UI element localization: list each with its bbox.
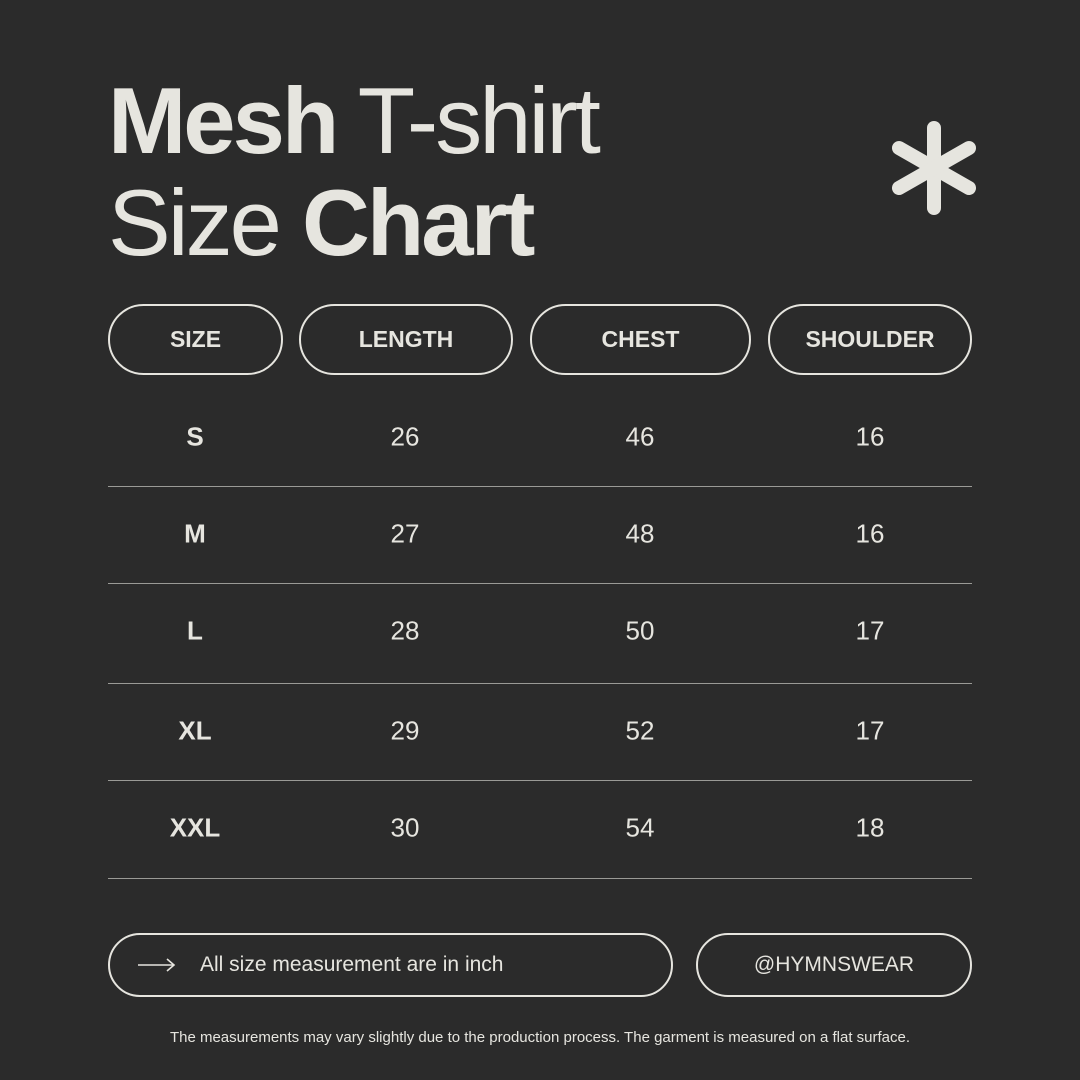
chest-cell: 52 <box>625 715 655 746</box>
row-divider <box>108 683 972 684</box>
header-size: SIZE <box>108 304 283 375</box>
size-label: XXL <box>169 812 221 843</box>
size-label: S <box>186 421 204 452</box>
length-cell: 30 <box>390 812 420 843</box>
footer-disclaimer: The measurements may vary slightly due t… <box>169 1029 911 1046</box>
header-shoulder: SHOULDER <box>768 304 972 375</box>
size-label: L <box>187 615 203 646</box>
title-size: Size <box>108 170 282 275</box>
shoulder-cell: 18 <box>855 812 885 843</box>
title-mesh: Mesh <box>108 68 339 173</box>
social-handle: @HYMNSWEAR <box>696 933 972 997</box>
row-divider <box>108 780 972 781</box>
title-tshirt: T-shirt <box>357 68 601 173</box>
chest-cell: 54 <box>625 812 655 843</box>
unit-note: All size measurement are in inch <box>108 933 673 997</box>
title-chart: Chart <box>301 170 535 275</box>
size-label: XL <box>178 715 212 746</box>
length-cell: 26 <box>390 421 420 452</box>
row-divider <box>108 878 972 879</box>
arrow-right-icon <box>138 958 176 972</box>
shoulder-cell: 17 <box>855 615 885 646</box>
size-label: M <box>184 518 206 549</box>
shoulder-cell: 16 <box>855 518 885 549</box>
length-cell: 28 <box>390 615 420 646</box>
header-chest: CHEST <box>530 304 751 375</box>
page-title: Mesh T-shirt Size Chart <box>108 68 601 275</box>
asterisk-icon <box>892 121 976 215</box>
shoulder-cell: 17 <box>855 715 885 746</box>
shoulder-cell: 16 <box>855 421 885 452</box>
unit-note-text: All size measurement are in inch <box>200 953 504 976</box>
header-length: LENGTH <box>299 304 513 375</box>
length-cell: 29 <box>390 715 420 746</box>
row-divider <box>108 583 972 584</box>
row-divider <box>108 486 972 487</box>
length-cell: 27 <box>390 518 420 549</box>
chest-cell: 46 <box>625 421 655 452</box>
chest-cell: 50 <box>625 615 655 646</box>
chest-cell: 48 <box>625 518 655 549</box>
